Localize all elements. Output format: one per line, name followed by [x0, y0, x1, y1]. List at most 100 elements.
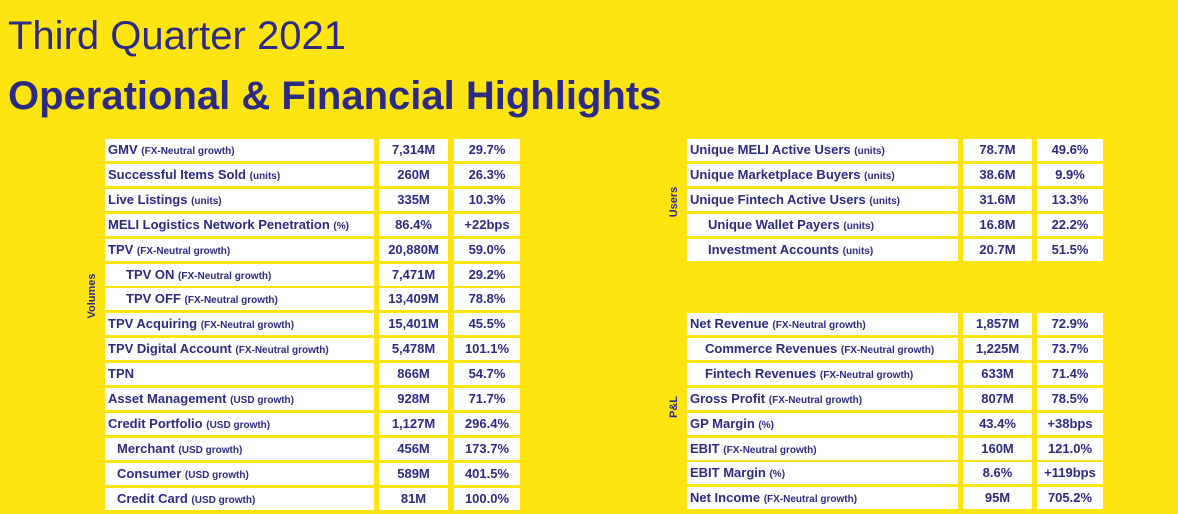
- row-name: MELI Logistics Network Penetration: [108, 216, 330, 232]
- row-growth-cell: 296.4%: [454, 412, 520, 435]
- row-value-cell: 866M: [379, 363, 448, 386]
- row-growth-cell: 705.2%: [1037, 487, 1103, 510]
- table-row: Merchant (USD growth) 456M 173.7%: [0, 437, 1178, 460]
- row-label-cell: Net Revenue (FX-Neutral growth): [687, 313, 958, 335]
- row-name: Gross Profit: [690, 390, 766, 406]
- row-label-cell: Unique Marketplace Buyers (units): [687, 163, 958, 186]
- row-growth-cell: 78.8%: [454, 288, 520, 311]
- table-row: TPV (FX-Neutral growth) 20,880M 59.0%: [0, 238, 1178, 261]
- row-value-cell: 43.4%: [963, 412, 1032, 435]
- table-row: TPV OFF (FX-Neutral growth) 13,409M 78.8%: [0, 288, 1178, 311]
- row-growth-cell: 29.2%: [454, 263, 520, 286]
- row-growth-cell: +119bps: [1037, 462, 1103, 485]
- row-growth-cell: 59.0%: [454, 238, 520, 261]
- page-subtitle: Operational & Financial Highlights: [8, 74, 662, 118]
- row-value-cell: 78.7M: [963, 139, 1032, 161]
- row-note: (USD growth): [230, 395, 294, 406]
- row-name: EBIT: [690, 440, 720, 456]
- row-note: (FX-Neutral growth): [200, 320, 295, 332]
- row-label-cell: TPV OFF (FX-Neutral growth): [105, 288, 374, 311]
- row-name: Credit Card: [117, 490, 188, 506]
- row-note: (FX-Neutral growth): [768, 394, 863, 406]
- row-name: TPV OFF: [126, 291, 181, 307]
- row-name: TPN: [108, 366, 134, 382]
- row-growth-cell: 401.5%: [454, 462, 520, 485]
- row-growth-cell: 26.3%: [454, 163, 520, 186]
- row-note: (FX-Neutral growth): [840, 344, 935, 356]
- row-label-cell: TPN: [105, 363, 374, 386]
- row-name: Merchant: [117, 440, 175, 456]
- table-row: Unique MELI Active Users (units) 78.7M 49.…: [0, 139, 1178, 161]
- row-value-cell: 31.6M: [963, 188, 1032, 211]
- row-value-cell: 335M: [379, 188, 448, 211]
- row-note: (USD growth): [184, 469, 249, 481]
- row-name: Unique MELI Active Users: [690, 142, 851, 157]
- row-growth-cell: 51.5%: [1037, 238, 1103, 261]
- row-growth-cell: +38bps: [1037, 412, 1103, 435]
- table-row: TPV ON (FX-Neutral growth) 7,471M 29.2%: [0, 263, 1178, 286]
- row-label-cell: Asset Management (USD growth): [105, 388, 374, 410]
- row-label-cell: MELI Logistics Network Penetration (%): [105, 213, 374, 236]
- table-row: Fintech Revenues (FX-Neutral growth) 633M…: [0, 362, 1178, 385]
- row-note: (FX-Neutral growth): [235, 345, 329, 357]
- table-row: EBIT Margin (%) 8.6% +119bps: [0, 462, 1178, 485]
- row-value-cell: 1,225M: [963, 337, 1032, 360]
- row-value-cell: 16.8M: [963, 213, 1032, 236]
- row-label-cell: Fintech Revenues (FX-Neutral growth): [687, 362, 958, 385]
- row-name: Fintech Revenues: [705, 365, 817, 381]
- row-value-cell: 8.6%: [963, 462, 1032, 485]
- row-label-cell: Unique Wallet Payers (units): [687, 213, 958, 236]
- table-row: Live Listings (units) 335M 10.3%: [0, 188, 1178, 211]
- row-label-cell: Net Income (FX-Neutral growth): [687, 487, 958, 510]
- row-note: (units): [869, 195, 900, 207]
- table-row: Credit Card (USD growth) 81M 100.0%: [0, 487, 1178, 510]
- row-growth-cell: 121.0%: [1037, 437, 1103, 460]
- row-value-cell: 95M: [963, 487, 1032, 510]
- row-note: (units): [842, 245, 874, 257]
- row-value-cell: 86.4%: [379, 213, 448, 236]
- row-growth-cell: 71.4%: [1037, 362, 1103, 385]
- row-growth-cell: 78.5%: [1037, 387, 1103, 410]
- row-growth-cell: 73.7%: [1037, 337, 1103, 360]
- row-note: (FX-Neutral growth): [178, 270, 272, 282]
- row-value-cell: 633M: [963, 362, 1032, 385]
- row-note: (units): [843, 220, 874, 232]
- table-row: Net Revenue (FX-Neutral growth) 1,857M 72.…: [0, 313, 1178, 335]
- table-row: Asset Management (USD growth) 928M 71.7%: [0, 388, 1178, 410]
- row-value-cell: 260M: [379, 163, 448, 186]
- table-row: Unique Fintech Active Users (units) 31.6M…: [0, 188, 1178, 211]
- row-growth-cell: 9.9%: [1037, 163, 1103, 186]
- row-value-cell: 456M: [379, 437, 448, 460]
- row-note: (units): [854, 146, 885, 157]
- row-note: (%): [333, 220, 349, 232]
- page-title: Third Quarter 2021: [8, 14, 346, 58]
- row-value-cell: 15,401M: [379, 313, 448, 336]
- row-value-cell: 928M: [379, 388, 448, 410]
- row-value-cell: 5,478M: [379, 338, 448, 361]
- row-growth-cell: 72.9%: [1037, 313, 1103, 335]
- row-label-cell: TPV ON (FX-Neutral growth): [105, 263, 374, 286]
- row-name: Unique Marketplace Buyers: [690, 166, 861, 182]
- row-label-cell: Live Listings (units): [105, 188, 374, 211]
- row-growth-cell: 13.3%: [1037, 188, 1103, 211]
- row-value-cell: 160M: [963, 437, 1032, 460]
- row-note: (USD growth): [191, 494, 256, 506]
- row-growth-cell: 45.5%: [454, 313, 520, 336]
- row-value-cell: 1,127M: [379, 412, 448, 435]
- row-name: Net Revenue: [690, 316, 769, 331]
- row-note: (%): [758, 419, 774, 431]
- table-row: TPV Digital Account (FX-Neutral growth) 5…: [0, 338, 1178, 361]
- row-label-cell: Gross Profit (FX-Neutral growth): [687, 387, 958, 410]
- row-name: GMV: [108, 142, 138, 157]
- table-row: GP Margin (%) 43.4% +38bps: [0, 412, 1178, 435]
- row-growth-cell: 10.3%: [454, 188, 520, 211]
- row-name: Unique Wallet Payers: [708, 216, 840, 232]
- row-note: (units): [249, 170, 281, 182]
- row-label-cell: GP Margin (%): [687, 412, 958, 435]
- row-name: Consumer: [117, 465, 182, 481]
- row-value-cell: 81M: [379, 487, 448, 510]
- row-note: (USD growth): [178, 444, 243, 456]
- row-note: (FX-Neutral growth): [136, 245, 231, 257]
- row-label-cell: Commerce Revenues (FX-Neutral growth): [687, 337, 958, 360]
- row-growth-cell: 71.7%: [454, 388, 520, 410]
